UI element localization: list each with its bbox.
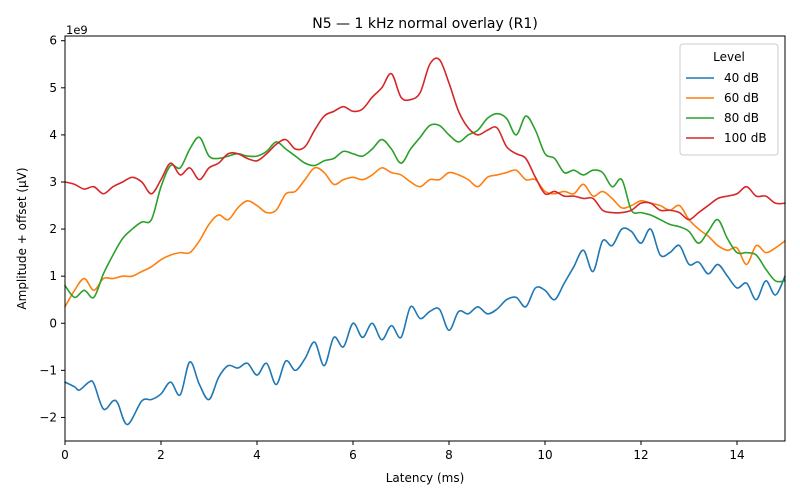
y-tick-label: 2 [49, 222, 57, 236]
x-axis-label: Latency (ms) [386, 471, 465, 485]
series-line-2 [64, 112, 786, 299]
y-tick-label: 6 [49, 34, 57, 48]
x-tick-label: 4 [253, 448, 261, 462]
y-offset-label: 1e9 [66, 23, 88, 37]
y-tick-label: 0 [49, 316, 57, 330]
x-tick-label: 8 [445, 448, 453, 462]
series-line-1 [64, 166, 786, 308]
y-tick-label: 1 [49, 269, 57, 283]
x-tick-label: 2 [157, 448, 165, 462]
y-tick-label: 4 [49, 128, 57, 142]
y-axis-label: Amplitude + offset (µV) [15, 167, 29, 309]
x-tick-label: 12 [633, 448, 648, 462]
x-tick-label: 6 [349, 448, 357, 462]
x-axis: 0 2 4 6 8 10 12 14 [61, 441, 745, 462]
y-axis: −2 −1 0 1 2 3 4 5 6 [39, 34, 65, 424]
legend-label-0: 40 dB [724, 71, 759, 85]
x-tick-label: 10 [537, 448, 552, 462]
y-tick-label: 3 [49, 175, 57, 189]
legend-title: Level [713, 50, 745, 64]
x-tick-label: 0 [61, 448, 69, 462]
legend-label-3: 100 dB [724, 131, 767, 145]
plot-area-frame [64, 35, 786, 442]
y-tick-label: −1 [39, 363, 57, 377]
legend-box [679, 43, 779, 156]
chart-title: N5 — 1 kHz normal overlay (R1) [312, 16, 538, 32]
series-line-3 [64, 57, 786, 221]
legend-entries: 40 dB 60 dB 80 dB 100 dB [686, 71, 767, 145]
legend-label-2: 80 dB [724, 111, 759, 125]
y-tick-label: −2 [39, 410, 57, 424]
series-line-0 [64, 227, 786, 426]
legend: Level 40 dB 60 dB 80 dB 100 dB [679, 43, 779, 156]
x-tick-label: 14 [729, 448, 744, 462]
series-layer [64, 57, 786, 426]
legend-label-1: 60 dB [724, 91, 759, 105]
y-tick-label: 5 [49, 81, 57, 95]
